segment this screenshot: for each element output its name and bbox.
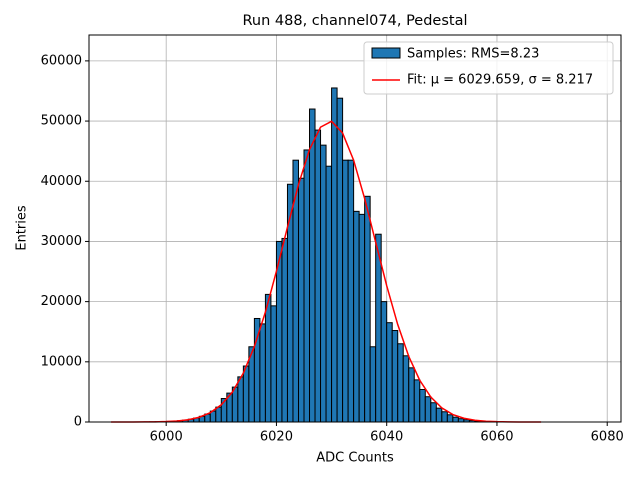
histogram-bar [259,323,266,423]
histogram-bar [237,376,244,423]
histogram-bar [325,165,333,423]
legend-box [363,41,614,95]
histogram-bar [413,379,421,423]
histogram-bar [452,416,459,423]
x-tick-label: 6080 [591,430,624,445]
histogram-bar [446,414,454,423]
y-tick-label: 50000 [41,114,82,129]
histogram-bar [215,406,222,423]
x-axis-label: ADC Counts [316,451,394,466]
histogram-bar [331,87,338,423]
histogram-bar [364,195,371,423]
histogram-bar [320,144,327,423]
y-tick-label: 0 [74,415,82,430]
histogram-bar [242,365,250,423]
histogram-bar [419,388,426,423]
histogram-bar [397,343,404,423]
histogram-bar [297,177,305,423]
chart-title: Run 488, channel074, Pedestal [242,13,467,29]
histogram-bar [380,301,388,423]
fit-line [111,120,542,423]
histogram-bar [353,210,360,423]
y-tick-label: 20000 [41,294,82,309]
histogram-bar [408,367,415,423]
histogram-bar [270,305,277,423]
histogram-bar [264,293,272,423]
histogram-bar [231,386,239,423]
histogram-bar [314,129,322,423]
histogram-bar [391,330,399,423]
histogram-bar [342,159,349,423]
histogram-bar [430,402,437,423]
legend-swatch [371,47,401,59]
histogram-bar [358,213,366,423]
y-tick-label: 40000 [41,174,82,189]
histogram-bar [336,97,344,423]
y-tick-label: 60000 [41,53,82,68]
histogram-bar [286,183,294,423]
legend-label: Samples: RMS=8.23 [407,47,539,62]
histogram-bar [435,407,443,423]
y-tick-label: 30000 [41,234,82,249]
histogram-bar [347,159,355,423]
histogram-bar [303,149,311,423]
x-tick-label: 6000 [150,430,183,445]
histogram-bar [424,396,432,423]
histogram-bar [369,346,377,423]
plot-frame [88,34,622,423]
histogram-bar [309,108,316,423]
histogram-bar [402,355,410,423]
x-tick-label: 6020 [260,430,293,445]
y-axis-label: Entries [15,205,30,251]
histogram-bar [281,237,288,423]
x-tick-label: 6060 [480,430,513,445]
y-tick-label: 10000 [41,354,82,369]
histogram-bar [441,411,448,423]
x-tick-label: 6040 [370,430,403,445]
histogram-bar [292,159,299,423]
legend-label: Fit: μ = 6029.659, σ = 8.217 [407,73,593,88]
histogram-bar [386,322,393,423]
